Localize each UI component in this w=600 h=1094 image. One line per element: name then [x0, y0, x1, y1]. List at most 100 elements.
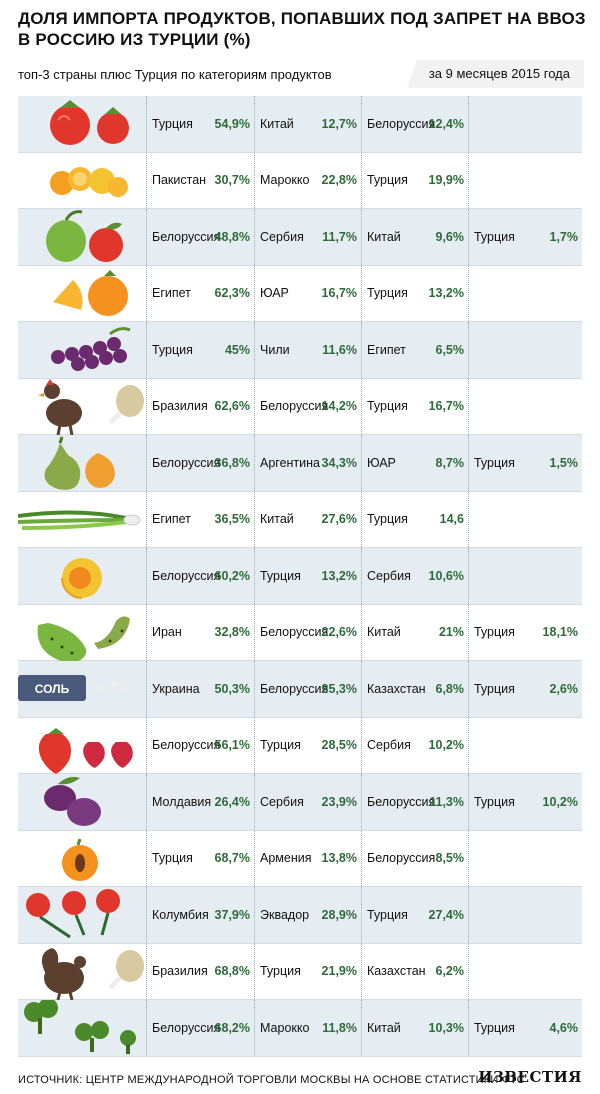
country-cell: Турция 28,5% [254, 717, 361, 774]
empty-cell [468, 717, 582, 774]
apricot-icon [18, 548, 146, 604]
period-badge: за 9 месяцев 2015 года [406, 60, 584, 88]
country-name: Белоруссия [367, 116, 436, 131]
country-cell: Китай 27,6% [254, 491, 361, 548]
share-value: 60,2% [214, 568, 250, 583]
country-cell: Турция 10,2% [468, 774, 582, 830]
table-row: Колумбия 37,9% Эквадор 28,9% Турция 27,4% [18, 887, 582, 944]
table-row: Турция 54,9% Китай 12,7% Белоруссия 12,4% [18, 96, 582, 153]
share-value: 16,7% [428, 399, 464, 414]
country-cell: Белоруссия 68,2% [146, 1000, 254, 1056]
country-cell: Китай 12,7% [254, 96, 361, 152]
country-cell: Египет 6,5% [361, 322, 468, 378]
share-value: 6,5% [435, 342, 465, 357]
country-name: Белоруссия [260, 625, 329, 640]
country-cell: Сербия 11,7% [254, 209, 361, 265]
country-name: Белоруссия [152, 229, 221, 244]
share-value: 10,6% [428, 568, 464, 583]
country-cell: Белоруссия 36,8% [146, 435, 254, 491]
country-cell: Китай 10,3% [361, 1000, 468, 1056]
table-row: Бразилия 68,8% Турция 21,9% Казахстан 6,2% [18, 943, 582, 1000]
country-name: Турция [152, 342, 193, 357]
country-cell: Турция 2,6% [468, 661, 582, 717]
share-value: 11,3% [429, 794, 464, 809]
country-cell: Белоруссия 56,1% [146, 717, 254, 774]
country-cell: Турция 27,4% [361, 887, 468, 943]
share-value: 37,9% [214, 907, 250, 922]
country-name: Турция [474, 794, 515, 809]
country-name: Белоруссия [367, 794, 436, 809]
country-cell: Белоруссия 35,3% [254, 661, 361, 717]
country-name: Иран [152, 625, 182, 640]
table-row: Белоруссия 68,2% Марокко 11,8% Китай 10,3% Тур… [18, 1000, 582, 1057]
share-value: 28,9% [321, 907, 357, 922]
table-row: Молдавия 26,4% Сербия 23,9% Белоруссия 11,3% Т… [18, 774, 582, 831]
country-name: Сербия [367, 738, 411, 753]
share-value: 11,8% [322, 1020, 357, 1035]
country-name: Китай [260, 512, 294, 527]
salt-icon: СОЛЬ [18, 661, 146, 717]
country-cell: Турция 14,6 [361, 491, 468, 548]
empty-cell [468, 491, 582, 548]
country-name: Казахстан [367, 681, 426, 696]
share-value: 22,6% [321, 625, 357, 640]
share-value: 56,1% [214, 738, 250, 753]
country-cell: Турция 16,7% [361, 378, 468, 435]
share-value: 28,5% [321, 738, 357, 753]
country-name: Бразилия [152, 399, 208, 414]
country-name: Белоруссия [152, 568, 221, 583]
country-name: Бразилия [152, 964, 208, 979]
country-cell: Турция 18,1% [468, 604, 582, 661]
share-value: 8,7% [435, 455, 465, 470]
country-cell: Турция 13,2% [361, 265, 468, 322]
share-value: 54,9% [214, 116, 250, 131]
table-row: Египет 62,3% ЮАР 16,7% Турция 13,2% [18, 265, 582, 322]
share-value: 14,6 [439, 512, 464, 527]
country-name: Сербия [260, 794, 304, 809]
country-cell: Украина 50,3% [146, 661, 254, 717]
country-name: Эквадор [260, 907, 310, 922]
country-name: ЮАР [367, 455, 396, 470]
country-name: Аргентина [260, 455, 320, 470]
country-cell: Турция 45% [146, 322, 254, 378]
country-cell: Сербия 23,9% [254, 774, 361, 830]
country-name: Украина [152, 681, 200, 696]
country-name: Белоруссия [367, 851, 436, 866]
empty-cell [468, 548, 582, 604]
country-name: Чили [260, 342, 290, 357]
share-value: 1,7% [549, 229, 579, 244]
country-cell: Китай 21% [361, 604, 468, 661]
tomato-icon [18, 96, 146, 152]
share-value: 32,8% [214, 625, 250, 640]
share-value: 21% [438, 625, 464, 640]
share-value: 19,9% [428, 173, 464, 188]
share-value: 45% [224, 342, 250, 357]
share-value: 27,6% [321, 512, 357, 527]
country-cell: Бразилия 62,6% [146, 378, 254, 435]
grapes-icon [18, 322, 146, 378]
country-name: Турция [260, 964, 301, 979]
country-name: Колумбия [152, 907, 209, 922]
share-value: 10,2% [428, 738, 464, 753]
country-cell: Марокко 11,8% [254, 1000, 361, 1056]
share-value: 22,8% [321, 173, 357, 188]
country-name: Турция [152, 851, 193, 866]
share-value: 11,6% [322, 342, 357, 357]
country-cell: Белоруссия 11,3% [361, 774, 468, 830]
country-name: Турция [367, 286, 408, 301]
country-cell: Египет 36,5% [146, 491, 254, 548]
country-cell: Чили 11,6% [254, 322, 361, 378]
share-value: 27,4% [428, 907, 464, 922]
country-cell: Марокко 22,8% [254, 152, 361, 209]
country-cell: Эквадор 28,9% [254, 887, 361, 943]
empty-cell [468, 830, 582, 887]
table-row: Бразилия 62,6% Белоруссия 14,2% Турция 16,7% [18, 378, 582, 435]
share-value: 50,3% [214, 681, 250, 696]
country-cell: Армения 13,8% [254, 830, 361, 887]
country-name: Белоруссия [152, 1020, 221, 1035]
country-cell: Молдавия 26,4% [146, 774, 254, 830]
table-row: Белоруссия 56,1% Турция 28,5% Сербия 10,2% [18, 717, 582, 774]
carnation-icon [18, 887, 146, 943]
share-value: 12,7% [321, 116, 357, 131]
country-cell: Турция 4,6% [468, 1000, 582, 1056]
